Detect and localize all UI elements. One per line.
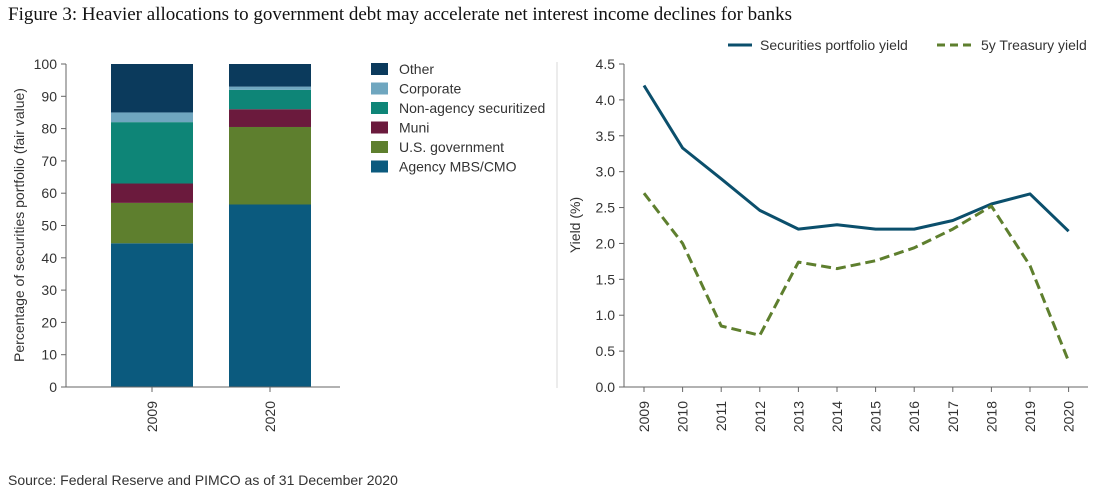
line-x-tick-label: 2020	[1061, 401, 1077, 432]
bar-segment	[229, 86, 311, 90]
bar-y-tick-label: 40	[41, 250, 57, 266]
bar-y-tick-label: 10	[41, 347, 57, 363]
bar-stacks	[111, 64, 311, 387]
line-y-axis-label: Yield (%)	[567, 197, 583, 253]
bar-legend-label: Non-agency securitized	[399, 100, 545, 116]
line-x-tick-label: 2018	[983, 401, 999, 432]
line-x-axis: 2009 2010 2011 2012 2013 2014 2015 2016 2017 2018…	[624, 386, 1088, 432]
line-x-tick-label: 2010	[675, 401, 691, 432]
bar-y-axis: 0 10 20 30 40 50 60 70 80 90 100	[34, 56, 67, 395]
bar-legend-label: Corporate	[399, 81, 461, 97]
bar-segment	[111, 122, 193, 184]
bar-y-axis-label: Percentage of securities portfolio (fair…	[11, 88, 27, 362]
line-x-tick-label: 2013	[790, 401, 806, 432]
line-y-axis: 0.0 0.5 1.0 1.5 2.0 2.5 3.0 3.5 4.0 4.5	[596, 56, 625, 395]
line-y-tick-label: 1.0	[596, 307, 616, 323]
bar-legend-label: Agency MBS/CMO	[399, 159, 517, 175]
line-y-tick-label: 3.0	[596, 164, 616, 180]
bar-y-tick-label: 50	[41, 218, 57, 234]
bar-x-tick-label: 2020	[262, 401, 278, 432]
line-y-tick-label: 3.5	[596, 128, 616, 144]
bar-segment	[111, 183, 193, 203]
bar-x-axis: 2009 2020	[66, 386, 340, 432]
line-y-tick-label: 4.5	[596, 56, 616, 72]
bar-legend-item: Corporate	[371, 81, 461, 97]
bar-legend-item: Other	[371, 61, 434, 77]
bar-y-tick-label: 20	[41, 314, 57, 330]
bar-legend-swatch	[371, 141, 388, 153]
bar-x-tick-label: 2009	[144, 401, 160, 432]
bar-legend-swatch	[371, 102, 388, 114]
bar-legend-label: U.S. government	[399, 139, 504, 155]
line-y-tick-label: 0.5	[596, 343, 616, 359]
line-legend-item: Securities portfolio yield	[728, 37, 908, 53]
bar-segment	[111, 64, 193, 113]
line-chart: 0.00.51.01.52.02.53.03.54.04.5 2009 2010 2…	[567, 37, 1088, 432]
bar-legend: Other Corporate Non-agency securitized Muni…	[371, 61, 545, 175]
bar-segment	[111, 112, 193, 123]
line-x-tick-label: 2012	[752, 401, 768, 432]
bar-legend-item: Muni	[371, 120, 429, 136]
bar-legend-item: Agency MBS/CMO	[371, 159, 517, 175]
line-y-tick-label: 0.0	[596, 379, 616, 395]
line-x-tick-label: 2014	[829, 401, 845, 432]
source-note: Source: Federal Reserve and PIMCO as of …	[8, 472, 398, 488]
bar-legend-swatch	[371, 63, 388, 75]
line-legend-item: 5y Treasury yield	[937, 37, 1087, 53]
bar-y-tick-label: 30	[41, 282, 57, 298]
line-y-tick-label: 2.0	[596, 235, 616, 251]
bar-legend-label: Other	[399, 61, 434, 77]
bar-segment	[229, 204, 311, 387]
bar-segment	[229, 126, 311, 205]
line-x-tick-label: 2019	[1022, 401, 1038, 432]
bar-y-tick-label: 80	[41, 121, 57, 137]
line-legend-label: 5y Treasury yield	[981, 37, 1087, 53]
stacked-bar-chart: 0 10 20 30 40 50 60 70 80 90 100 2009 2020 Other Cor…	[11, 56, 545, 432]
line-x-tick-label: 2015	[868, 401, 884, 432]
bar-y-tick-label: 60	[41, 185, 57, 201]
bar-stack-2009	[111, 64, 193, 387]
bar-legend-swatch	[371, 82, 388, 95]
line-x-tick-label: 2009	[636, 401, 652, 432]
series-line	[642, 192, 1070, 362]
bar-legend-label: Muni	[399, 120, 429, 136]
bar-y-tick-label: 0	[49, 379, 57, 395]
bar-segment	[229, 64, 311, 87]
line-series-group	[642, 84, 1070, 362]
bar-stack-2020	[229, 64, 311, 387]
line-x-tick-label: 2016	[906, 401, 922, 432]
bar-legend-swatch	[371, 160, 388, 173]
bar-legend-item: Non-agency securitized	[371, 100, 545, 116]
bar-legend-item: U.S. government	[371, 139, 504, 155]
bar-segment	[111, 202, 193, 244]
bar-y-tick-label: 70	[41, 153, 57, 169]
line-y-tick-label: 4.0	[596, 92, 616, 108]
bar-segment	[229, 89, 311, 110]
line-x-tick-label: 2011	[713, 401, 729, 431]
line-legend-label: Securities portfolio yield	[760, 37, 908, 53]
figure-title: Figure 3: Heavier allocations to governm…	[8, 4, 792, 25]
bar-y-tick-label: 100	[34, 56, 58, 72]
line-legend: Securities portfolio yield 5y Treasury yi…	[728, 37, 1087, 53]
series-line	[642, 84, 1070, 233]
bar-segment	[111, 243, 193, 387]
line-x-tick-label: 2017	[945, 401, 961, 432]
bar-y-tick-label: 90	[41, 88, 57, 104]
line-y-tick-label: 1.5	[596, 271, 616, 287]
line-y-tick-label: 2.5	[596, 200, 616, 216]
bar-segment	[229, 109, 311, 127]
bar-legend-swatch	[371, 121, 388, 134]
